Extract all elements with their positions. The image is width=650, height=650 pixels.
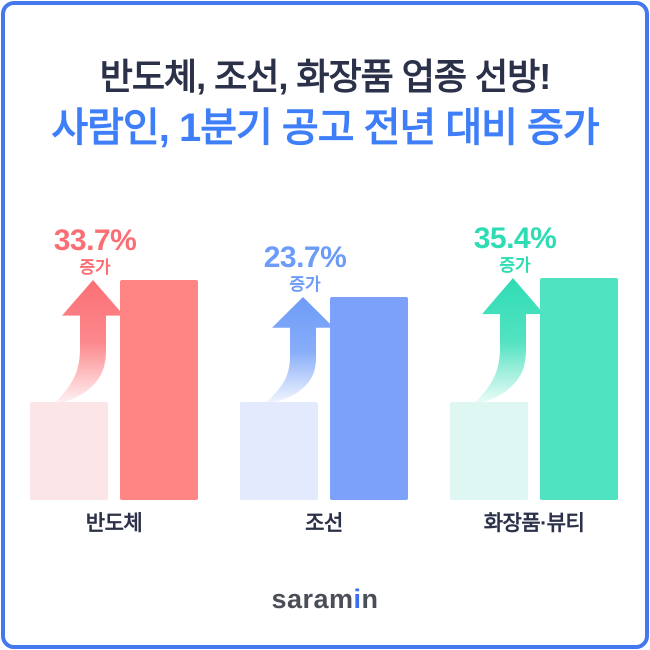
category-label: 반도체 [85, 512, 143, 536]
growth-arrow-icon [53, 280, 124, 406]
logo-text: saram [271, 584, 354, 615]
bar-current-period [540, 278, 618, 501]
chart-group-cosmetics-beauty: 35.4% 증가 화장품·뷰티 [450, 223, 618, 538]
header: 반도체, 조선, 화장품 업종 선방! 사람인, 1분기 공고 전년 대비 증가 [0, 0, 650, 153]
logo-text: n [361, 584, 379, 615]
pct-value: 33.7% [53, 223, 137, 257]
bar-previous-period [240, 402, 318, 501]
title-line1: 반도체, 조선, 화장품 업종 선방! [99, 56, 551, 97]
growth-arrow-icon [263, 297, 334, 406]
chart-group-semiconductor: 33.7% 증가 반도체 [30, 223, 198, 538]
bar-previous-period [450, 402, 528, 501]
pct-value: 23.7% [263, 240, 347, 274]
growth-arrow-icon [473, 278, 544, 406]
pct-sub-label: 증가 [289, 274, 321, 294]
category-label: 화장품·뷰티 [483, 512, 585, 536]
bar-current-period [330, 297, 408, 501]
logo-accent-letter: i [353, 584, 362, 615]
pct-sub-label: 증가 [79, 257, 111, 277]
pct-block: 35.4% 증가 [450, 221, 580, 276]
pct-sub-label: 증가 [499, 255, 531, 275]
bar-current-period [120, 280, 198, 501]
category-label: 조선 [305, 512, 343, 536]
pct-block: 33.7% 증가 [30, 223, 160, 278]
pct-value: 35.4% [473, 221, 557, 255]
title-line2: 사람인, 1분기 공고 전년 대비 증가 [51, 106, 599, 151]
saramin-logo: saramin [0, 584, 650, 615]
bar-previous-period [30, 402, 108, 501]
chart-group-shipbuilding: 23.7% 증가 조선 [240, 228, 408, 538]
bar-chart: 33.7% 증가 반도체 23.7% 증가 [30, 223, 618, 538]
pct-block: 23.7% 증가 [240, 240, 370, 295]
